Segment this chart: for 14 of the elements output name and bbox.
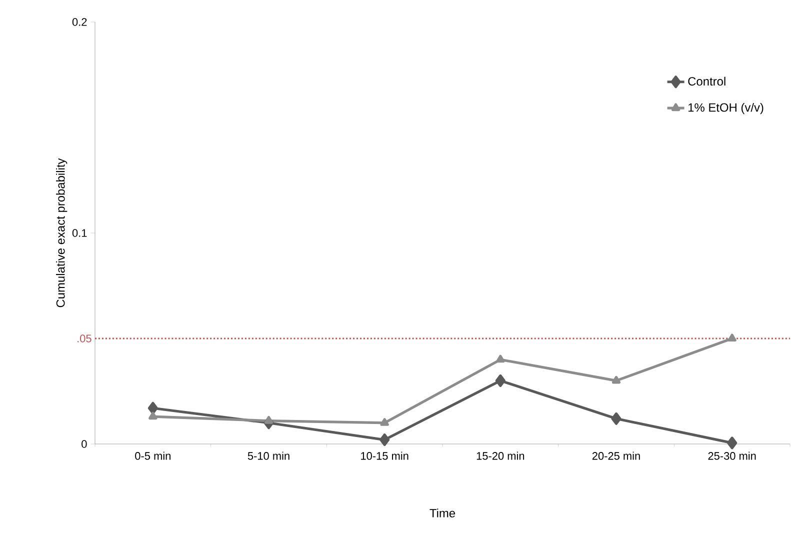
x-tick-label: 10-15 min [361,452,408,460]
y-tick-label: 0.1 [72,229,87,237]
x-axis-title: Time [430,508,456,518]
legend-label: Control [688,76,726,86]
y-tick-label: 0.2 [72,18,87,26]
x-tick-label: 20-25 min [592,452,640,460]
ref-line-label: .05 [78,334,92,342]
y-axis-title: Cumulative exact probability [56,158,68,308]
x-tick-label: 0-5 min [135,452,170,460]
x-tick-label: 5-10 min [248,452,290,460]
x-tick-label: 25-30 min [708,452,756,460]
legend-label: 1% EtOH (v/v) [688,102,764,114]
y-tick-label: 0 [82,440,87,448]
x-tick-label: 15-20 min [476,452,524,460]
